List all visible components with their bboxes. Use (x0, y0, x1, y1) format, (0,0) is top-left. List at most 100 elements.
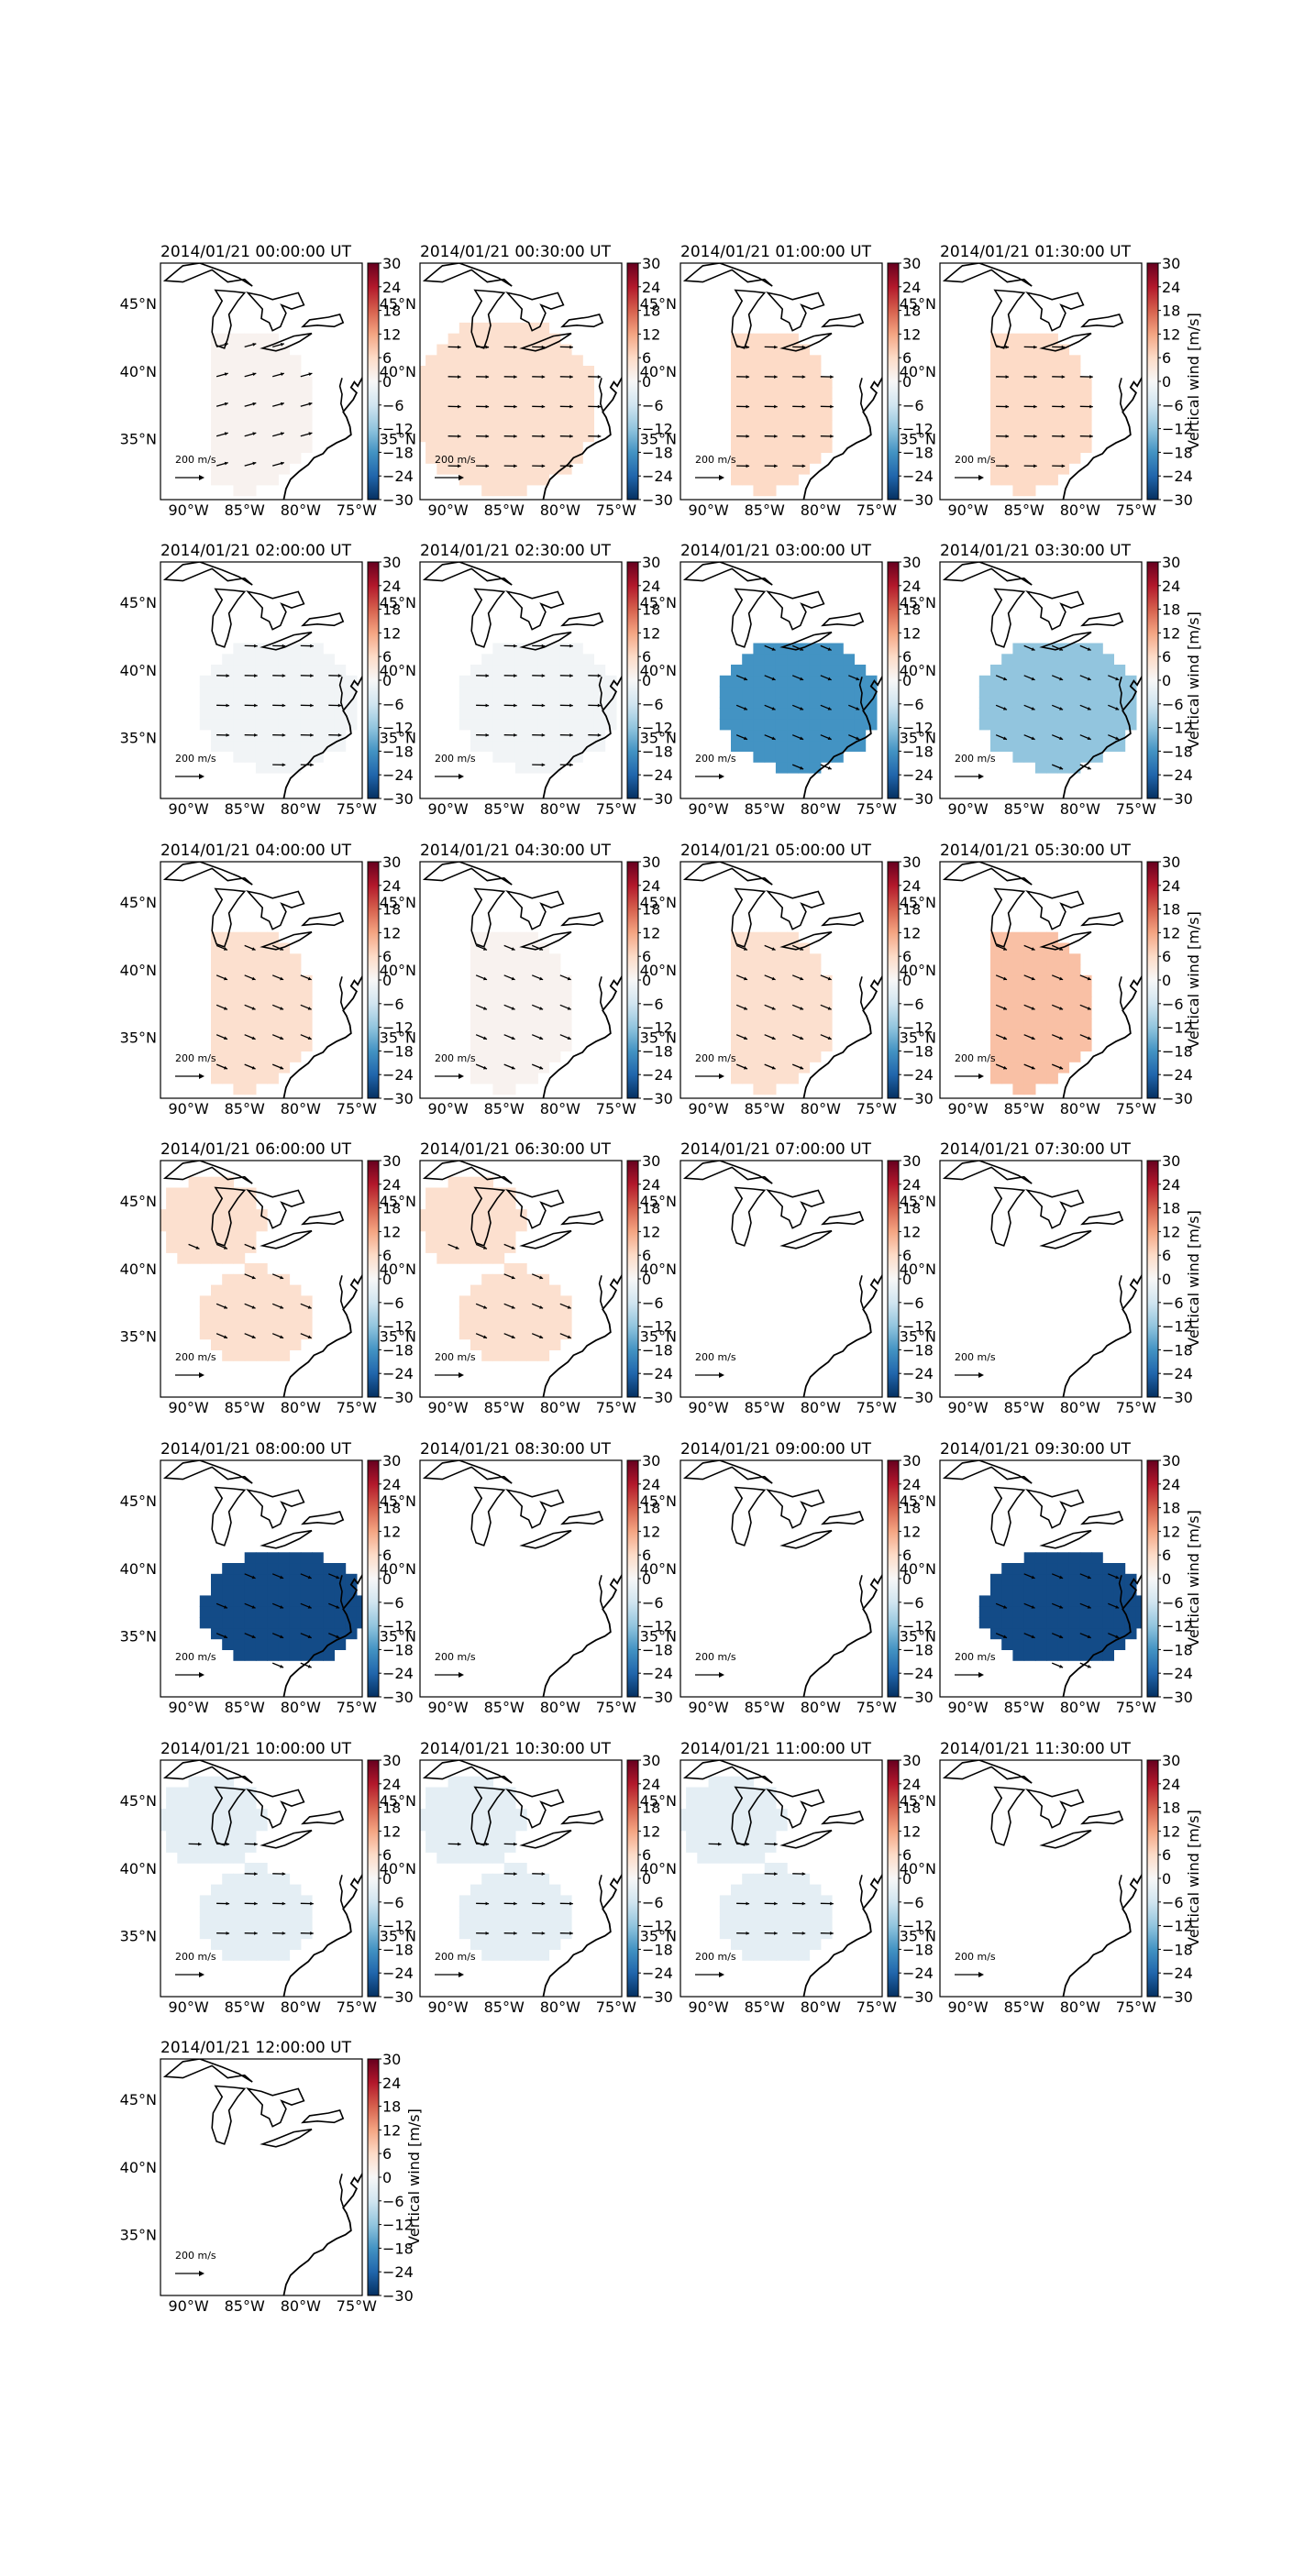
heat-cell (537, 355, 550, 367)
wind-arrows (735, 644, 860, 770)
colorbar-gradient (367, 1459, 380, 1698)
heat-cell (448, 1819, 460, 1832)
heat-cell (503, 1051, 516, 1062)
heat-cell (990, 1573, 1002, 1586)
heat-cell (267, 355, 279, 367)
heat-cell (211, 1906, 223, 1918)
heat-cell (503, 1317, 516, 1329)
heat-cell (820, 441, 833, 453)
wind-arrowhead (310, 644, 314, 648)
heat-cell (798, 996, 811, 1008)
heat-cell (470, 366, 482, 378)
heat-cell (492, 484, 505, 497)
heat-cell (537, 708, 550, 720)
colorbar-tick-label: 0 (642, 1570, 651, 1588)
lat-tick-label: 35°N (380, 1328, 416, 1346)
wind-arrowhead (746, 1901, 750, 1906)
heat-cell (571, 355, 583, 367)
heat-cell (742, 1841, 754, 1853)
lake-outline (162, 562, 253, 586)
heat-cell (1102, 1617, 1114, 1629)
heat-cell (548, 953, 561, 965)
lon-tick-label: 75°W (596, 1100, 636, 1117)
heat-cell (300, 1040, 313, 1051)
heat-cell (990, 1062, 1002, 1073)
heat-cell (604, 719, 617, 731)
wind-arrowhead (1003, 677, 1007, 681)
heat-cell (211, 1776, 223, 1789)
heat-cell (255, 1349, 268, 1361)
heat-cell (1079, 1649, 1092, 1661)
wind-arrowhead (539, 976, 544, 981)
lake-outline (1025, 1789, 1085, 1829)
colorbar-tick-label: 18 (1162, 1200, 1180, 1217)
heat-cell (526, 1062, 538, 1073)
heat-cell (481, 740, 493, 752)
heat-cell (481, 441, 493, 453)
heat-cell (809, 1917, 822, 1929)
heat-cell (244, 1863, 257, 1875)
heat-cell (775, 665, 788, 677)
heat-cell (1046, 1007, 1058, 1019)
heat-cell (300, 376, 313, 389)
heat-cell (1124, 1606, 1137, 1618)
heat-cell (278, 697, 291, 709)
colorbar-tick-label: 12 (382, 624, 401, 642)
lon-tick-label: 75°W (337, 1399, 377, 1416)
wind-arrowhead (511, 1246, 515, 1249)
heat-cell (278, 1595, 291, 1607)
heat-cell (731, 1787, 743, 1799)
scale-arrow-head (978, 1073, 984, 1079)
heat-cell (1034, 953, 1047, 965)
lon-tick-label: 85°W (745, 501, 785, 519)
heat-cell (775, 719, 788, 731)
heat-cell (604, 708, 617, 720)
heat-cell (244, 1295, 257, 1307)
heat-cell (820, 665, 833, 677)
heat-cell (255, 398, 268, 410)
heat-cell (255, 697, 268, 709)
heat-cell (1057, 1029, 1070, 1041)
colorbar-tick-label: −12 (642, 421, 673, 438)
heat-cell (255, 675, 268, 688)
panel-title: 2014/01/21 00:00:00 UT (160, 243, 352, 261)
wind-arrowhead (308, 372, 313, 377)
heat-cell (764, 697, 777, 709)
heat-cell (437, 409, 449, 421)
heat-cell (244, 1573, 257, 1586)
heat-cells (990, 931, 1092, 1095)
wind-arrowhead (514, 345, 517, 349)
heat-cell (990, 1007, 1002, 1019)
heat-cell (267, 751, 279, 763)
heat-cell (548, 729, 561, 742)
heat-cell (244, 398, 257, 410)
heat-cell (1046, 1051, 1058, 1062)
heat-cell (582, 719, 594, 731)
lake-outline (260, 2128, 313, 2148)
heat-cell (503, 1007, 516, 1019)
colorbar-tick-label: −24 (1162, 766, 1193, 784)
heat-cell (1012, 1029, 1025, 1041)
lake-outline (519, 1229, 572, 1249)
lake-outline (519, 1829, 572, 1849)
colorbar-tick-label: 12 (642, 924, 660, 941)
panel-title: 2014/01/21 12:00:00 UT (160, 2039, 352, 2057)
heat-cell (244, 452, 257, 464)
scale-arrow: 200 m/s (435, 1651, 476, 1678)
heat-cell (470, 719, 482, 731)
lon-tick-label: 85°W (745, 1399, 785, 1416)
lat-tick-label: 40°N (380, 1560, 416, 1578)
wind-arrowhead (224, 372, 228, 377)
heat-cell (548, 996, 561, 1008)
heat-cell (459, 387, 471, 399)
lake-outline (422, 1460, 513, 1484)
colorbar-tick-label: −30 (902, 1090, 934, 1107)
heat-cell (753, 964, 766, 976)
wind-arrowhead (514, 404, 517, 409)
heat-cell (211, 1573, 223, 1586)
heat-cell (1046, 387, 1058, 399)
heat-cell (492, 1349, 505, 1361)
heat-cell (470, 1906, 482, 1918)
heat-cell (211, 1595, 223, 1607)
chesapeake-bay (1118, 1575, 1123, 1608)
